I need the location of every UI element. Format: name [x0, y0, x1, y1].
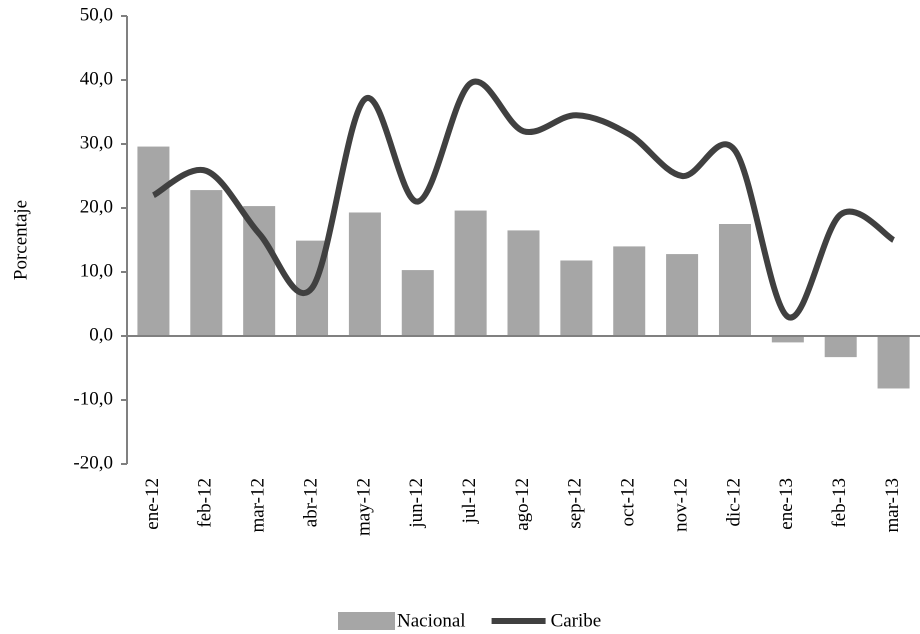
x-tick-label: oct-12	[618, 478, 639, 527]
y-tick-label: 10,0	[80, 260, 113, 281]
x-tick-label: feb-12	[195, 478, 216, 528]
x-tick-label: ago-12	[512, 478, 533, 531]
bar	[666, 254, 699, 336]
bar	[507, 230, 540, 336]
bar	[243, 206, 276, 336]
bar	[348, 212, 381, 336]
x-tick-label: ene-12	[142, 478, 163, 530]
bar	[401, 270, 434, 336]
legend-label: Nacional	[397, 610, 466, 631]
y-tick-label: 0,0	[89, 324, 113, 345]
bar	[190, 190, 223, 336]
y-axis-label: Porcentaje	[10, 200, 31, 280]
bar	[824, 336, 857, 358]
bar	[454, 210, 487, 336]
x-tick-label: abr-12	[300, 478, 321, 527]
bar	[877, 336, 910, 389]
legend-swatch	[338, 612, 395, 630]
y-tick-label: 50,0	[80, 4, 113, 25]
x-tick-label: mar-13	[882, 478, 903, 533]
y-tick-label: 40,0	[80, 68, 113, 89]
y-tick-label: -20,0	[73, 452, 113, 473]
x-tick-label: ene-13	[776, 478, 797, 530]
y-tick-label: 20,0	[80, 196, 113, 217]
line	[151, 78, 896, 321]
x-tick-label: jul-12	[459, 478, 480, 524]
bar	[137, 146, 170, 336]
bar	[613, 246, 646, 336]
y-tick-label: 30,0	[80, 132, 113, 153]
x-tick-label: dic-12	[723, 478, 744, 527]
x-tick-label: jun-12	[406, 478, 427, 529]
x-tick-label: feb-13	[829, 478, 850, 528]
y-tick-label: -10,0	[73, 388, 113, 409]
x-tick-label: mar-12	[248, 478, 269, 533]
x-tick-label: may-12	[353, 478, 374, 536]
legend-label: Caribe	[551, 610, 602, 631]
bar	[718, 224, 751, 336]
x-tick-label: nov-12	[670, 478, 691, 532]
bar	[560, 260, 593, 336]
x-tick-label: sep-12	[565, 478, 586, 529]
bar	[771, 336, 804, 343]
